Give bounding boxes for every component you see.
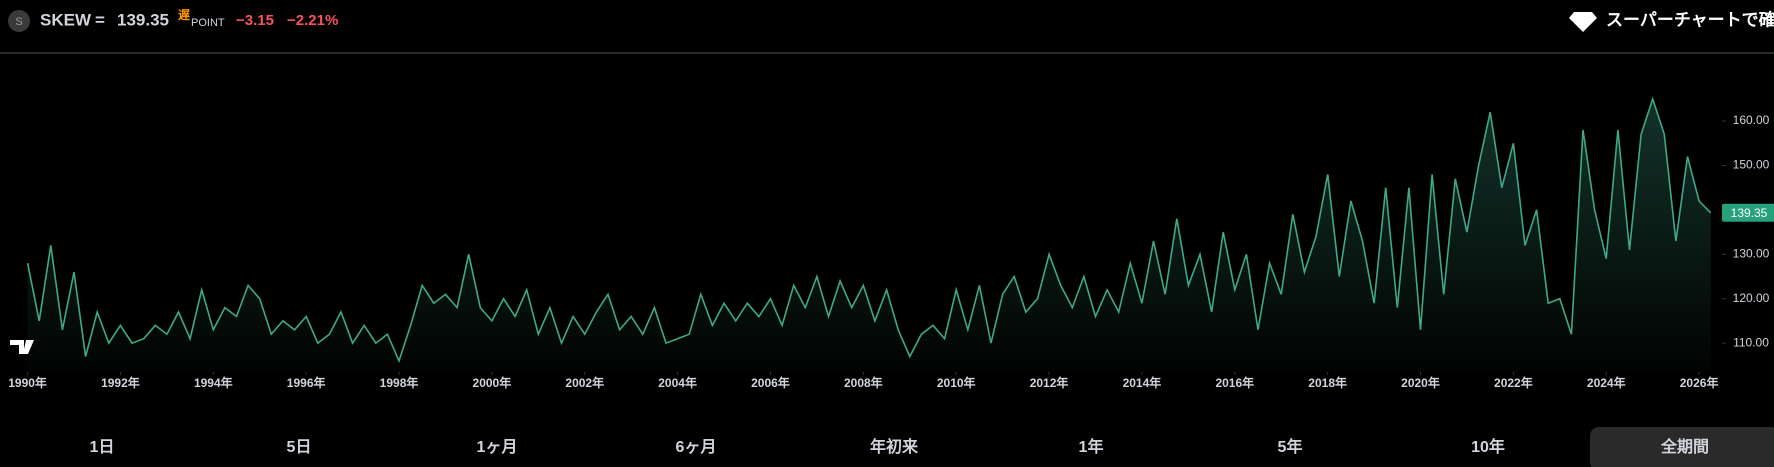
y-tick-label: 150.00 [1733, 158, 1770, 172]
x-tick-label: 2024年 [1587, 375, 1626, 390]
selected-range-bg [1590, 427, 1774, 467]
supercharts-link[interactable]: スーパーチャートで確認 [1606, 9, 1774, 29]
range-button[interactable]: 全期間 [1660, 437, 1709, 456]
y-tick-label: 160.00 [1733, 113, 1770, 127]
x-tick-label: 2006年 [751, 375, 790, 390]
x-tick-label: 2022年 [1494, 375, 1533, 390]
x-tick-label: 2008年 [844, 375, 883, 390]
range-button[interactable]: 6ヶ月 [676, 438, 717, 456]
x-tick-label: 2000年 [473, 375, 512, 390]
change: −3.15 [236, 12, 274, 29]
separator: = [95, 10, 105, 29]
change-percent: −2.21% [287, 12, 338, 29]
range-button[interactable]: 1ヶ月 [477, 438, 518, 456]
range-button[interactable]: 5日 [287, 438, 312, 456]
supercharts-icon[interactable] [1569, 12, 1597, 32]
last-price-label: 139.35 [1731, 206, 1768, 220]
area-fill [27, 98, 1711, 373]
range-button[interactable]: 1年 [1079, 437, 1104, 456]
x-tick-label: 1990年 [8, 375, 47, 390]
x-tick-label: 2018年 [1308, 375, 1347, 390]
x-tick-label: 1994年 [194, 375, 233, 390]
x-tick-label: 2020年 [1401, 375, 1440, 390]
x-tick-label: 2010年 [937, 375, 976, 390]
x-tick-label: 2004年 [658, 375, 697, 390]
range-button[interactable]: 1日 [90, 438, 115, 456]
price-line [26, 96, 1712, 364]
range-button[interactable]: 年初来 [870, 437, 919, 456]
x-tick-label: 2012年 [1030, 375, 1069, 390]
unit: POINT [191, 17, 225, 29]
delay-badge: 遅 [178, 8, 190, 22]
price: 139.35 [117, 10, 169, 29]
x-tick-label: 1998年 [380, 375, 419, 390]
symbol-icon-letter: S [15, 16, 22, 28]
last-price-badge [1722, 203, 1774, 222]
x-tick-label: 2014年 [1123, 375, 1162, 390]
x-tick-label: 1992年 [101, 375, 140, 390]
symbol: SKEW [40, 10, 92, 29]
y-tick-label: 110.00 [1733, 335, 1769, 349]
range-button[interactable]: 10年 [1471, 437, 1505, 456]
y-tick-label: 130.00 [1733, 246, 1770, 260]
symbol-icon [8, 10, 30, 32]
x-tick-label: 2026年 [1680, 375, 1719, 390]
x-tick-label: 2016年 [1215, 375, 1254, 390]
range-button[interactable]: 5年 [1278, 437, 1303, 456]
x-tick-label: 2002年 [565, 375, 604, 390]
x-tick-label: 1996年 [287, 375, 326, 390]
y-tick-label: 120.00 [1733, 291, 1770, 305]
